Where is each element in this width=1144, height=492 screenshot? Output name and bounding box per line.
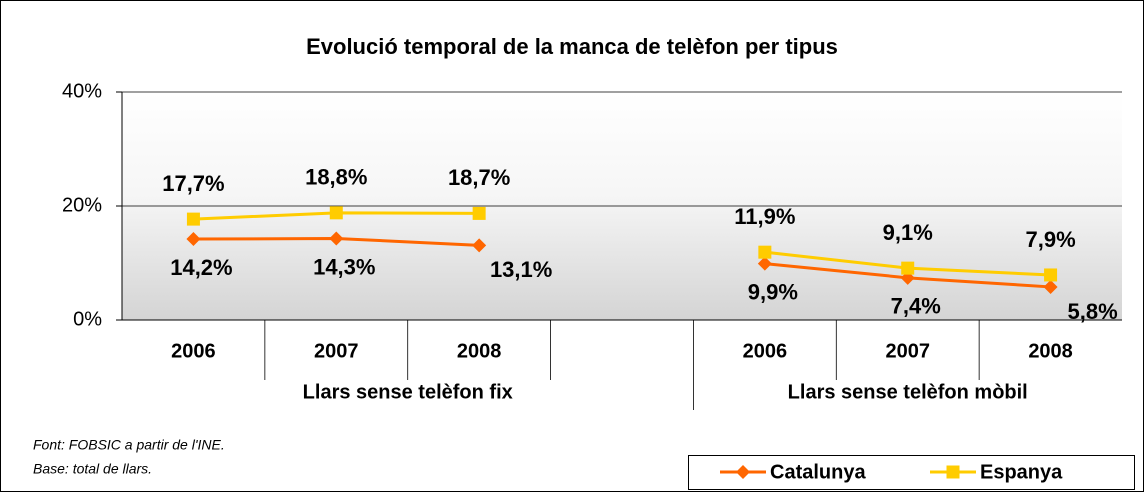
point <box>757 256 772 271</box>
data-label: 13,1% <box>490 257 552 282</box>
y-tick-label: 40% <box>62 80 102 102</box>
data-label: 9,9% <box>748 279 798 304</box>
point <box>329 231 344 246</box>
legend-label: Catalunya <box>770 461 866 483</box>
point <box>1043 279 1058 294</box>
point <box>1044 268 1058 282</box>
point <box>186 232 201 247</box>
data-label: 17,7% <box>162 171 224 196</box>
x-tick-label: 2007 <box>885 340 930 362</box>
x-tick-label: 2008 <box>1028 340 1073 362</box>
point <box>472 238 487 253</box>
group-label: Llars sense telèfon fix <box>303 381 513 403</box>
data-label: 18,7% <box>448 165 510 190</box>
data-label: 9,1% <box>883 220 933 245</box>
data-label: 18,8% <box>305 165 367 190</box>
x-tick-label: 2006 <box>743 340 788 362</box>
legend-label: Espanya <box>980 461 1063 483</box>
group-label: Llars sense telèfon mòbil <box>788 381 1028 403</box>
y-tick-label: 20% <box>62 194 102 216</box>
point <box>329 206 343 220</box>
x-tick-label: 2006 <box>171 340 216 362</box>
data-label: 11,9% <box>734 204 795 229</box>
x-tick-label: 2008 <box>457 340 502 362</box>
data-label: 14,3% <box>313 254 375 279</box>
y-tick-label: 0% <box>73 308 102 330</box>
point <box>758 245 772 259</box>
point <box>186 212 200 226</box>
data-label: 7,9% <box>1025 227 1075 252</box>
point <box>901 261 915 275</box>
legend-marker <box>736 465 750 479</box>
data-label: 14,2% <box>170 255 232 280</box>
x-tick-label: 2007 <box>314 340 359 362</box>
note: Base: total de llars. <box>33 461 152 477</box>
note: Font: FOBSIC a partir de l'INE. <box>33 437 225 453</box>
data-label: 7,4% <box>891 294 941 319</box>
chart-title: Evolució temporal de la manca de telèfon… <box>306 34 838 59</box>
point <box>472 206 486 220</box>
data-label: 5,8% <box>1067 299 1117 324</box>
legend-marker <box>946 465 960 479</box>
